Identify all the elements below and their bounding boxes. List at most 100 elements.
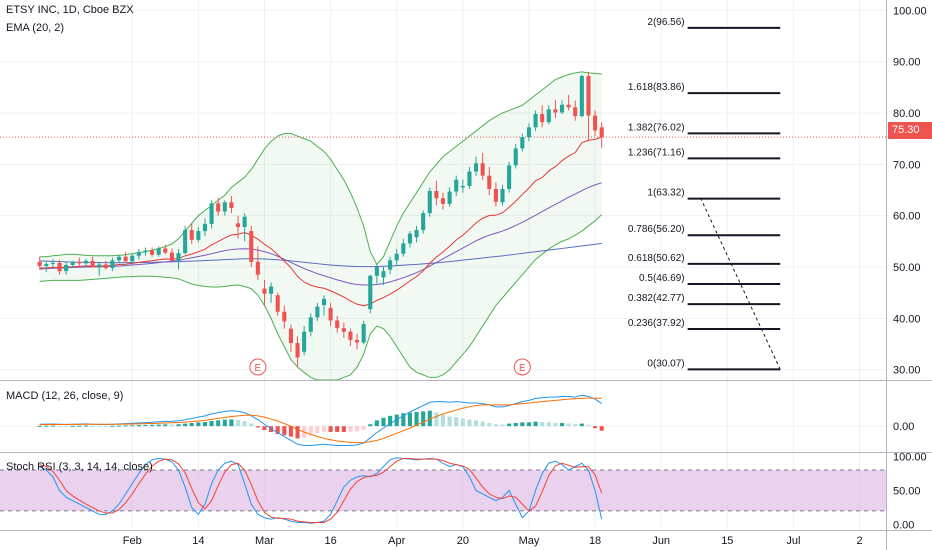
macd-histogram-bar [341,426,346,432]
candle [487,166,492,196]
candle [150,247,155,257]
candle [427,187,432,217]
candle-body [374,267,379,276]
macd-histogram-bar [533,421,538,427]
macd-histogram-bar [579,423,584,427]
candle [242,213,247,242]
candle-body [44,263,49,266]
candle-body [229,202,234,208]
candle [235,215,241,239]
macd-histogram-bar [64,425,69,427]
time-tick-label: 20 [457,535,469,547]
candle [136,249,141,260]
macd-histogram-bar [553,422,558,427]
time-tick-label: 14 [192,535,204,547]
candle-body [513,148,518,166]
candle-body [295,343,300,358]
macd-histogram-bar [163,424,168,427]
macd-tick-label: 0.00 [893,421,914,433]
symbol-legend[interactable]: ETSY INC, 1D, Cboe BZX [6,4,134,16]
fib-level-label: 1.382(76.02) [628,122,685,133]
candle-body [401,243,406,254]
candle [163,244,168,255]
candle [454,175,459,197]
candle [110,257,115,272]
candle-body [249,231,254,262]
macd-histogram-bar [440,414,446,427]
earnings-marker [249,358,267,376]
candle-body [421,213,426,231]
candle [559,100,565,114]
price-tick-label: 80.00 [893,108,921,120]
candle-body [440,198,446,204]
macd-histogram-bar [90,425,95,427]
candle [50,259,55,268]
candle [421,210,426,234]
macd-legend[interactable]: MACD (12, 26, close, 9) [6,390,123,402]
ema-legend[interactable]: EMA (20, 2) [6,22,64,34]
candle-body [64,264,69,272]
candle-body [454,179,459,192]
candle-body [348,331,353,340]
candle-body [354,339,360,343]
candle [295,336,300,367]
macd-histogram-bar [507,423,512,427]
macd-histogram-bar [394,414,399,427]
earnings-marker-label: E [519,363,526,374]
candle-body [156,248,161,255]
candle-body [116,256,122,261]
candle-body [381,271,386,278]
stoch-tick-label: 100.00 [893,451,927,463]
candle [361,320,366,345]
candle-body [500,188,505,203]
macd-histogram-bar [123,425,128,427]
candle [546,105,551,125]
candle [269,282,274,303]
candle-body [123,256,128,262]
candle-body [189,230,194,240]
candle [414,225,419,243]
earnings-marker-label: E [255,363,262,374]
macd-histogram-bar [130,425,135,427]
bollinger-band-fill [39,71,602,380]
candle [209,200,214,229]
stoch-legend[interactable]: Stoch RSI (3, 3, 14, 14, close) [6,461,153,473]
candle [388,256,393,275]
candle-body [474,163,479,172]
macd-histogram-bar [229,419,234,427]
candle [229,196,234,214]
candle-body [427,191,432,214]
candle [553,100,558,119]
candle-body [150,250,155,255]
candle [249,225,254,268]
candle [64,261,69,275]
bollinger-basis-line [39,182,602,286]
candle [480,153,485,180]
candle [434,180,439,206]
macd-histogram-bar [447,416,452,427]
macd-histogram-bar [374,420,379,427]
stoch-tick-label: 0.00 [893,520,914,532]
candle-body [493,188,498,202]
macd-histogram-bar [242,421,247,427]
candle-body [262,288,267,294]
candle-body [533,114,538,128]
fib-level-label: 0.5(46.69) [639,273,685,284]
signal-line [39,397,602,444]
macd-histogram-bar [143,424,148,427]
macd-histogram-bar [368,424,373,427]
time-tick-label: Feb [123,535,142,547]
candle [90,256,95,268]
candle [460,179,465,193]
candle [189,223,194,244]
fib-level-label: 1.618(83.86) [628,82,685,93]
stoch-k-line [39,457,603,524]
candle-body [414,230,419,238]
macd-histogram-bar [460,418,465,427]
fib-level-label: 0.382(42.77) [628,293,685,304]
candle-body [143,250,148,253]
candle [130,254,135,265]
price-tick-label: 50.00 [893,262,921,274]
candle-body [255,261,260,275]
